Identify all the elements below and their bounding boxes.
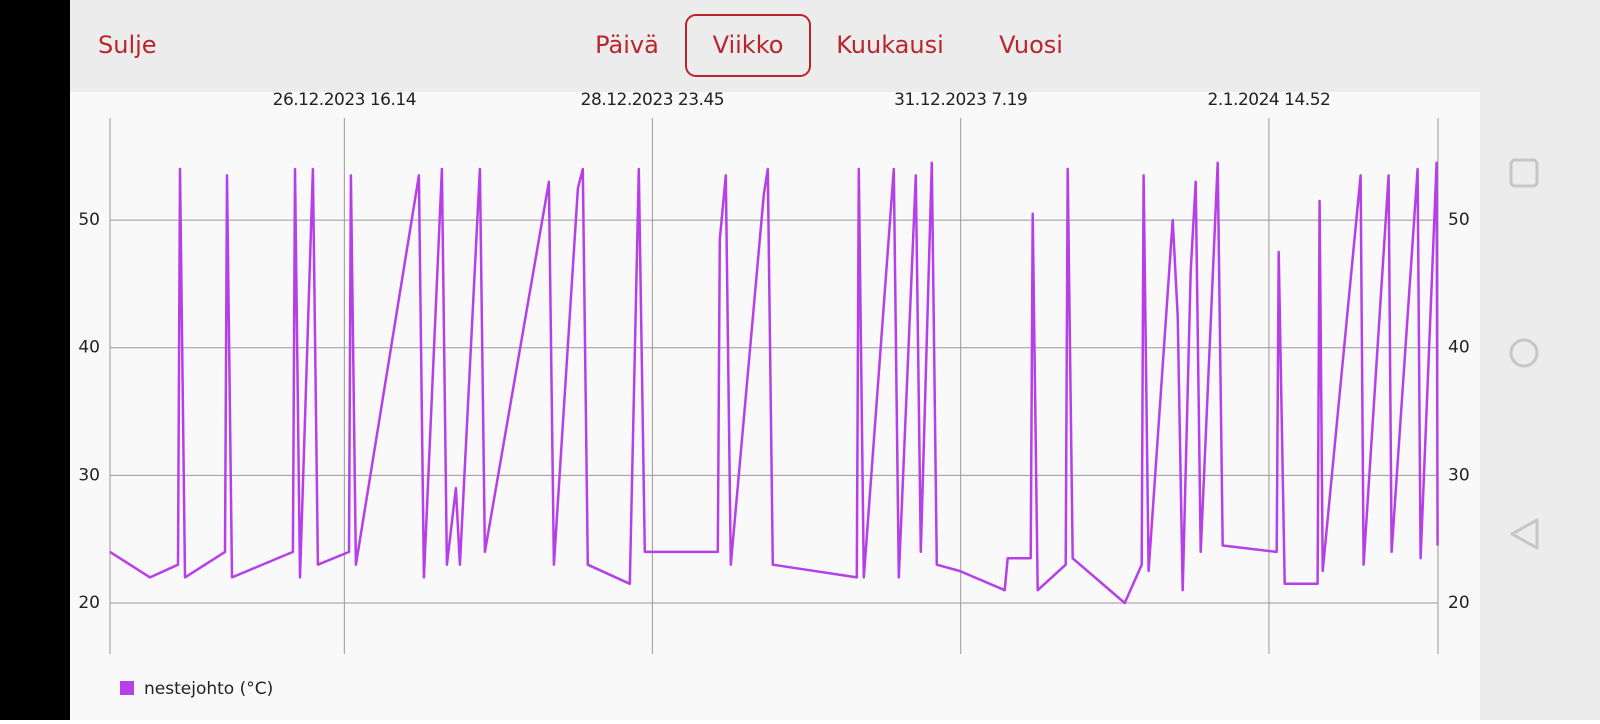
legend-label: nestejohto (°C) (144, 679, 273, 699)
recent-apps-button[interactable] (1509, 158, 1539, 188)
y-tick-label: 40 (78, 338, 100, 358)
home-button[interactable] (1509, 338, 1539, 368)
selected-tab-frame (685, 14, 811, 77)
nav-bar (1480, 0, 1600, 720)
tab[interactable]: Viikko (713, 31, 784, 59)
x-tick-label: 26.12.2023 16.14 (273, 90, 416, 110)
data-line (109, 161, 1439, 605)
y-tick-label: 30 (78, 465, 100, 485)
tab[interactable]: Päivä (595, 31, 659, 59)
y-tick-label: 50 (78, 210, 100, 230)
close-button[interactable]: Sulje (98, 31, 157, 59)
y-tick-label: 20 (78, 593, 100, 613)
y-tick-label-right: 40 (1448, 338, 1470, 358)
x-tick-label: 2.1.2024 14.52 (1208, 90, 1331, 110)
tab[interactable]: Kuukausi (836, 31, 944, 59)
x-tick-label: 28.12.2023 23.45 (581, 90, 724, 110)
y-tick-label-right: 30 (1448, 465, 1470, 485)
back-button[interactable] (1510, 518, 1539, 550)
y-tick-label-right: 50 (1448, 210, 1470, 230)
tab[interactable]: Vuosi (999, 31, 1063, 59)
y-tick-label-right: 20 (1448, 593, 1470, 613)
left-bar (0, 0, 70, 720)
legend-swatch (120, 681, 134, 695)
x-tick-label: 31.12.2023 7.19 (894, 90, 1027, 110)
